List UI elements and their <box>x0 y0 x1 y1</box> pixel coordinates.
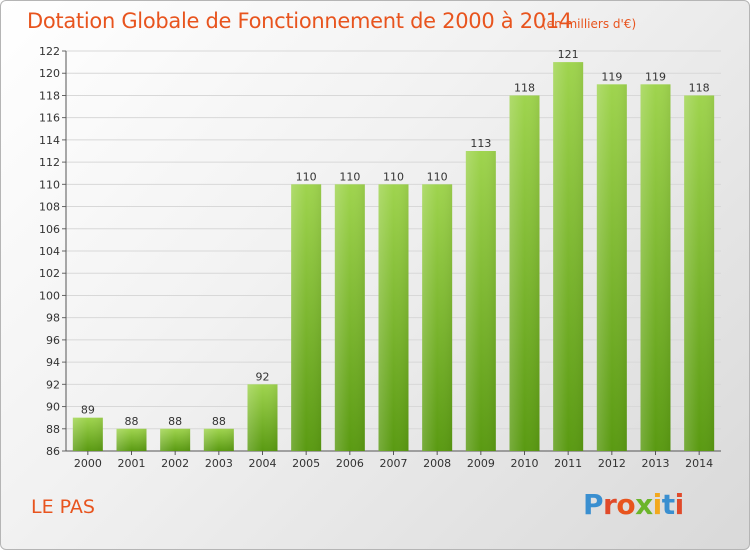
bars <box>72 62 715 452</box>
brand-letter: o <box>616 488 636 521</box>
bar-shade <box>465 151 496 451</box>
data-labels: 89 88 88 88 92 110 110 110 110 113 118 121 119 119 118 <box>81 48 710 428</box>
y-tick-label: 100 <box>39 289 60 302</box>
bar-shade <box>160 428 191 451</box>
data-label: 110 <box>427 170 448 183</box>
x-tick-label: 2003 <box>205 457 233 470</box>
data-label: 118 <box>514 81 535 94</box>
bar-shade <box>291 184 322 452</box>
y-tick-label: 110 <box>39 178 60 191</box>
y-tick-label: 114 <box>39 134 60 147</box>
y-tick-label: 86 <box>46 445 60 458</box>
x-tick-label: 2001 <box>118 457 146 470</box>
bar-shade <box>378 184 409 452</box>
x-tick-label: 2006 <box>336 457 364 470</box>
data-label: 92 <box>256 370 270 383</box>
bar-shade <box>247 384 278 451</box>
y-tick-label: 104 <box>39 245 60 258</box>
data-label: 119 <box>645 70 666 83</box>
bar-shade <box>116 428 147 451</box>
bar-shade <box>422 184 453 452</box>
bar-shade <box>553 62 584 451</box>
data-label: 89 <box>81 404 95 417</box>
bar-shade <box>203 428 234 451</box>
bar-shade <box>640 84 671 451</box>
y-tick-label: 92 <box>46 378 60 391</box>
y-tick-label: 88 <box>46 423 60 436</box>
y-tick-label: 106 <box>39 223 60 236</box>
x-tick-label: 2002 <box>161 457 189 470</box>
x-tick-label: 2004 <box>249 457 277 470</box>
data-label: 110 <box>296 170 317 183</box>
x-tick-label: 2013 <box>642 457 670 470</box>
y-tick-label: 98 <box>46 312 60 325</box>
data-label: 88 <box>168 415 182 428</box>
y-tick-label: 90 <box>46 401 60 414</box>
x-tick-label: 2000 <box>74 457 102 470</box>
x-tick-label: 2007 <box>380 457 408 470</box>
x-tick-label: 2014 <box>685 457 713 470</box>
y-tick-label: 118 <box>39 89 60 102</box>
data-label: 110 <box>383 170 404 183</box>
x-tick-labels: 2000 2001 2002 2003 2004 2005 2006 2007 2008 2009… <box>74 451 713 470</box>
data-label: 113 <box>470 137 491 150</box>
y-tick-label: 102 <box>39 267 60 280</box>
x-tick-label: 2012 <box>598 457 626 470</box>
y-tick-labels: 86 88 90 92 94 96 98 100 102 104 106 108 110 112 114 11… <box>39 45 60 458</box>
data-label: 88 <box>125 415 139 428</box>
data-label: 88 <box>212 415 226 428</box>
proxiti-logo: Proxiti <box>583 488 684 521</box>
bar-shade <box>509 95 540 451</box>
data-label: 118 <box>689 81 710 94</box>
brand-letter: x <box>635 488 653 521</box>
data-label: 110 <box>339 170 360 183</box>
x-tick-label: 2009 <box>467 457 495 470</box>
brand-letter: r <box>603 488 617 521</box>
x-tick-label: 2010 <box>511 457 539 470</box>
brand-letter: t <box>661 488 675 521</box>
bar-shade <box>334 184 365 452</box>
data-label: 121 <box>558 48 579 61</box>
y-tick-label: 108 <box>39 201 60 214</box>
y-tick-label: 96 <box>46 334 60 347</box>
x-tick-label: 2008 <box>423 457 451 470</box>
chart-title: Dotation Globale de Fonctionnement de 20… <box>27 9 572 33</box>
bar-shade <box>596 84 627 451</box>
x-tick-label: 2005 <box>292 457 320 470</box>
y-tick-label: 122 <box>39 45 60 58</box>
y-tick-label: 112 <box>39 156 60 169</box>
bar-shade <box>72 417 103 451</box>
y-tick-label: 120 <box>39 67 60 80</box>
bar-shade <box>684 95 715 451</box>
brand-letter: i <box>674 488 685 521</box>
brand-letter: i <box>652 488 663 521</box>
y-tick-label: 116 <box>39 112 60 125</box>
y-tick-label: 94 <box>46 356 60 369</box>
brand-letter: P <box>583 488 604 521</box>
data-label: 119 <box>601 70 622 83</box>
commune-name: LE PAS <box>31 496 95 518</box>
x-tick-label: 2011 <box>554 457 582 470</box>
chart-subtitle: (en milliers d'€) <box>542 17 637 31</box>
